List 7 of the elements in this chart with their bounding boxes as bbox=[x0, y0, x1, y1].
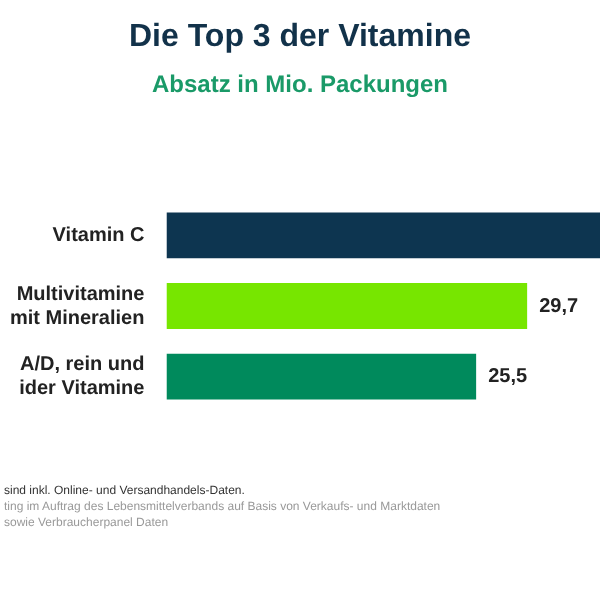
data-label: 25,5 bbox=[488, 366, 528, 389]
chart-subtitle: Absatz in Mio. Packungen bbox=[149, 70, 451, 98]
y-tick-label: Multivitamine mit Mineralien bbox=[9, 283, 146, 330]
chart-title: Die Top 3 der Vitamine bbox=[126, 20, 473, 56]
y-tick-label: A/D, rein und ider Vitamine bbox=[19, 354, 146, 401]
data-label: 29,7 bbox=[539, 295, 579, 318]
y-tick-label: Vitamin C bbox=[52, 224, 145, 247]
